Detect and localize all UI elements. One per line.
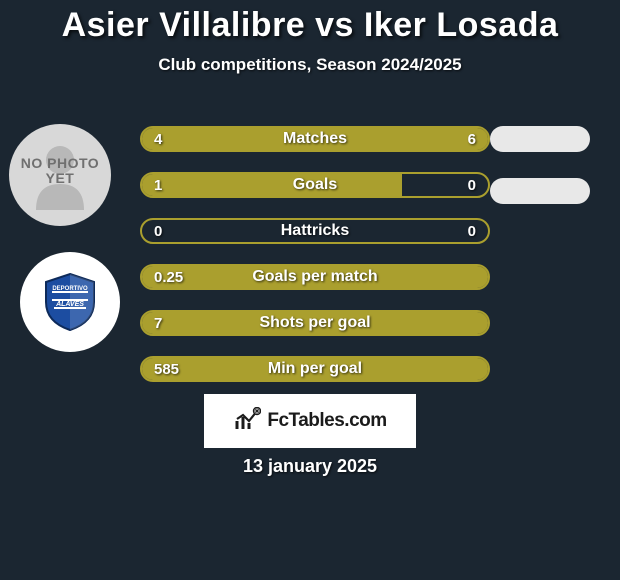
stat-label: Hattricks [142, 220, 488, 242]
date-label: 13 january 2025 [0, 456, 620, 477]
player-pill-right-1 [490, 126, 590, 152]
bar-fill-left [142, 312, 488, 334]
fctables-icon [233, 407, 261, 435]
stat-bar: 0.25Goals per match [140, 264, 490, 290]
club-shield-icon: DEPORTIVO ALAVES [38, 270, 102, 334]
stat-bar: 585Min per goal [140, 356, 490, 382]
bar-fill-right [280, 128, 488, 150]
stat-value-right: 0 [456, 174, 488, 196]
stat-bar: 7Shots per goal [140, 310, 490, 336]
player-pill-right-2 [490, 178, 590, 204]
player-avatar-left: NO PHOTO YET [9, 124, 111, 226]
bar-fill-left [142, 174, 402, 196]
stat-value-right: 0 [456, 220, 488, 242]
stat-bar: 46Matches [140, 126, 490, 152]
svg-text:ALAVES: ALAVES [55, 301, 84, 308]
stat-value-left: 0 [142, 220, 174, 242]
stat-bar: 0 0Hattricks [140, 218, 490, 244]
stat-bar: 10Goals [140, 172, 490, 198]
svg-text:DEPORTIVO: DEPORTIVO [52, 286, 88, 292]
bar-fill-left [142, 358, 488, 380]
bar-fill-left [142, 266, 488, 288]
no-photo-label: NO PHOTO YET [9, 156, 111, 185]
page-title: Asier Villalibre vs Iker Losada [0, 0, 620, 45]
bar-fill-left [142, 128, 280, 150]
page-subtitle: Club competitions, Season 2024/2025 [0, 55, 620, 75]
logo-text: FcTables.com [267, 410, 386, 432]
stats-bars: 46Matches10Goals00Hattricks0.25Goals per… [140, 126, 490, 402]
source-logo: FcTables.com [204, 394, 416, 448]
club-badge-left: DEPORTIVO ALAVES [20, 252, 120, 352]
